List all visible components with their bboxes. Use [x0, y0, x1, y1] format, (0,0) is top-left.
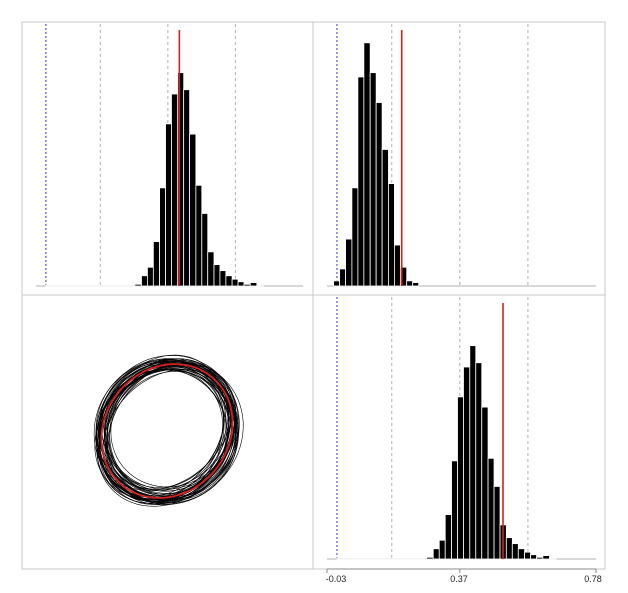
- panel-top-right: [312, 21, 606, 296]
- histogram-bar: [243, 283, 251, 287]
- histogram-bar: [231, 278, 239, 287]
- sample-ellipse: [98, 369, 225, 504]
- panel-bottom-right: [312, 294, 606, 570]
- reference-ellipse: [100, 363, 234, 499]
- histogram-bar: [493, 486, 501, 560]
- x-tick-label: 0.37: [450, 574, 468, 584]
- histogram-bar: [542, 555, 550, 560]
- histogram-bar: [381, 149, 389, 287]
- sample-ellipse: [93, 360, 233, 502]
- histogram-bar: [351, 187, 359, 287]
- histogram-bar: [336, 557, 428, 560]
- histogram-bar: [530, 554, 537, 560]
- sample-ellipse: [103, 361, 231, 490]
- histogram-bar: [213, 264, 221, 287]
- histogram-bar: [134, 283, 142, 287]
- histogram-bar: [536, 556, 544, 560]
- histogram-bar: [225, 275, 233, 287]
- sample-ellipse: [103, 369, 232, 496]
- histogram-bar: [549, 557, 557, 560]
- sample-ellipse: [100, 365, 239, 504]
- histogram-bar: [412, 282, 420, 287]
- x-axis-bottom-right: -0.03 0.37 0.78: [326, 568, 602, 584]
- histogram-bar: [357, 76, 365, 287]
- histogram-bar: [201, 213, 209, 287]
- histogram-bar: [165, 123, 172, 287]
- histogram-bar: [152, 241, 161, 287]
- panel-frame: [21, 294, 314, 570]
- histogram-bar: [375, 102, 383, 287]
- sample-ellipse: [96, 360, 244, 506]
- histogram-bar: [517, 548, 525, 560]
- histogram-bar: [183, 89, 191, 287]
- histogram-bar: [345, 238, 353, 287]
- panel-top-left: [21, 21, 314, 296]
- histogram-bar: [426, 556, 434, 560]
- histogram-bar: [438, 539, 446, 560]
- histogram-bar: [45, 284, 136, 287]
- histogram-bar: [369, 72, 377, 287]
- histogram-bar: [399, 266, 408, 287]
- histogram-bar: [451, 460, 458, 560]
- histogram-bar: [463, 366, 471, 560]
- histogram-bar: [444, 514, 452, 560]
- histogram-bar: [189, 133, 197, 287]
- x-tick-label: 0.78: [584, 574, 602, 584]
- histogram-bar: [457, 396, 464, 560]
- histogram-bar: [481, 406, 489, 560]
- sample-ellipse: [101, 368, 234, 504]
- histogram-bar: [171, 93, 179, 287]
- histogram-bar: [256, 284, 264, 287]
- x-tick-label: -0.03: [326, 574, 347, 584]
- histogram-bar: [195, 184, 203, 287]
- sample-ellipse: [99, 369, 227, 497]
- histogram-bar: [432, 548, 440, 560]
- histogram-bar: [388, 183, 395, 287]
- histogram-bar: [511, 543, 519, 560]
- histogram-bar: [237, 281, 245, 287]
- histogram-bar: [524, 551, 531, 560]
- histogram-bar: [159, 187, 166, 287]
- histogram-bar: [406, 280, 414, 287]
- histogram-bar: [207, 251, 215, 287]
- sample-ellipse: [98, 355, 240, 500]
- histogram-bar: [249, 282, 258, 287]
- histogram-bar: [475, 362, 483, 560]
- histogram-bar: [339, 268, 346, 287]
- panel-bottom-left: [21, 294, 314, 570]
- sample-ellipse: [106, 363, 237, 491]
- histogram-bar: [141, 275, 148, 287]
- histogram-bar: [147, 266, 154, 287]
- histogram-bar: [363, 42, 371, 287]
- histogram-bar: [333, 280, 341, 287]
- histogram-bar: [394, 244, 401, 287]
- histogram-bar: [469, 345, 477, 560]
- histogram-bar: [487, 457, 495, 560]
- histogram-bar: [505, 537, 513, 560]
- histogram-bar: [219, 270, 227, 287]
